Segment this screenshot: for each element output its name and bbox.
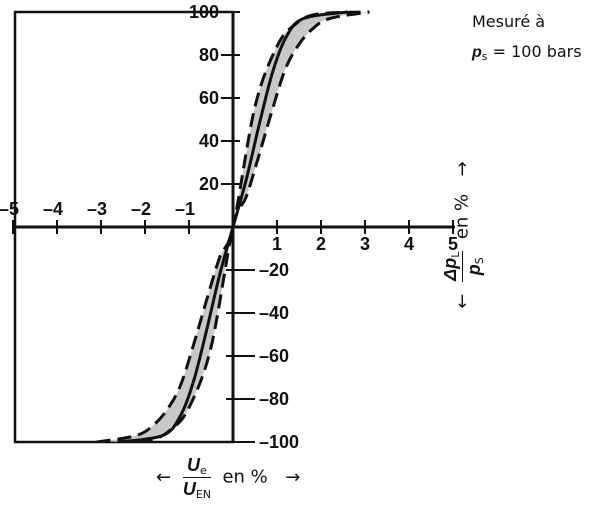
y-tick-label: –40 — [259, 303, 289, 323]
x-left-arrow: ← — [156, 466, 172, 488]
pressure-value: = 100 bars — [487, 42, 582, 61]
x-tick-label: 4 — [404, 234, 414, 254]
y-right-arrow: → — [451, 161, 473, 177]
x-tick-label: –1 — [175, 199, 195, 219]
y-num-symbol: Δp — [440, 257, 460, 281]
y-tick-label: –100 — [259, 432, 299, 452]
x-tick-label: –5 — [0, 199, 19, 219]
y-tick-label: 40 — [199, 131, 219, 151]
x-tick-label: 2 — [316, 234, 326, 254]
x-tick-label: –2 — [131, 199, 151, 219]
y-den-sub: S — [473, 257, 486, 265]
x-right-arrow: → — [285, 466, 301, 488]
x-den-sub: EN — [195, 488, 212, 501]
x-num-symbol: U — [187, 455, 201, 475]
x-num-sub: e — [200, 464, 207, 477]
x-unit-text: en % — [216, 466, 274, 488]
y-tick-label: 20 — [199, 174, 219, 194]
x-tick-label: –3 — [87, 199, 107, 219]
y-num-sub: L — [449, 251, 462, 258]
y-tick-label: –60 — [259, 346, 289, 366]
x-tick-label: 3 — [360, 234, 370, 254]
x-axis-label: ← Ue UEN en % → — [150, 455, 306, 501]
tick-labels: –5 –4 –3 –2 –1 1 2 3 4 5 100 80 60 40 20 –20 –40 –60 –80 –1… — [0, 2, 458, 452]
y-axis-label: ← ΔpL pS en % → — [440, 135, 486, 335]
x-tick-label: –4 — [43, 199, 63, 219]
y-tick-label: –20 — [259, 260, 289, 280]
measurement-note: Mesuré à ps = 100 bars — [472, 12, 582, 64]
y-tick-label: 80 — [199, 45, 219, 65]
x-tick-label: 5 — [448, 234, 458, 254]
y-tick-label: 60 — [199, 88, 219, 108]
x-den-symbol: U — [182, 479, 196, 499]
pressure-subscript: s — [481, 50, 488, 63]
lower-tolerance-curve — [96, 10, 370, 443]
y-tick-label: –80 — [259, 389, 289, 409]
y-den-symbol: p — [464, 264, 484, 276]
y-unit-text: en % — [451, 188, 473, 245]
ticks — [12, 11, 454, 443]
x-fraction: Ue UEN — [182, 455, 212, 501]
y-fraction: ΔpL pS — [440, 250, 486, 282]
pressure-symbol: p — [472, 44, 482, 61]
x-tick-label: 1 — [272, 234, 282, 254]
y-left-arrow: ← — [451, 293, 473, 309]
note-line-1: Mesuré à — [472, 12, 546, 31]
note-line-2: ps = 100 bars — [472, 42, 582, 64]
y-tick-label: 100 — [189, 2, 219, 22]
